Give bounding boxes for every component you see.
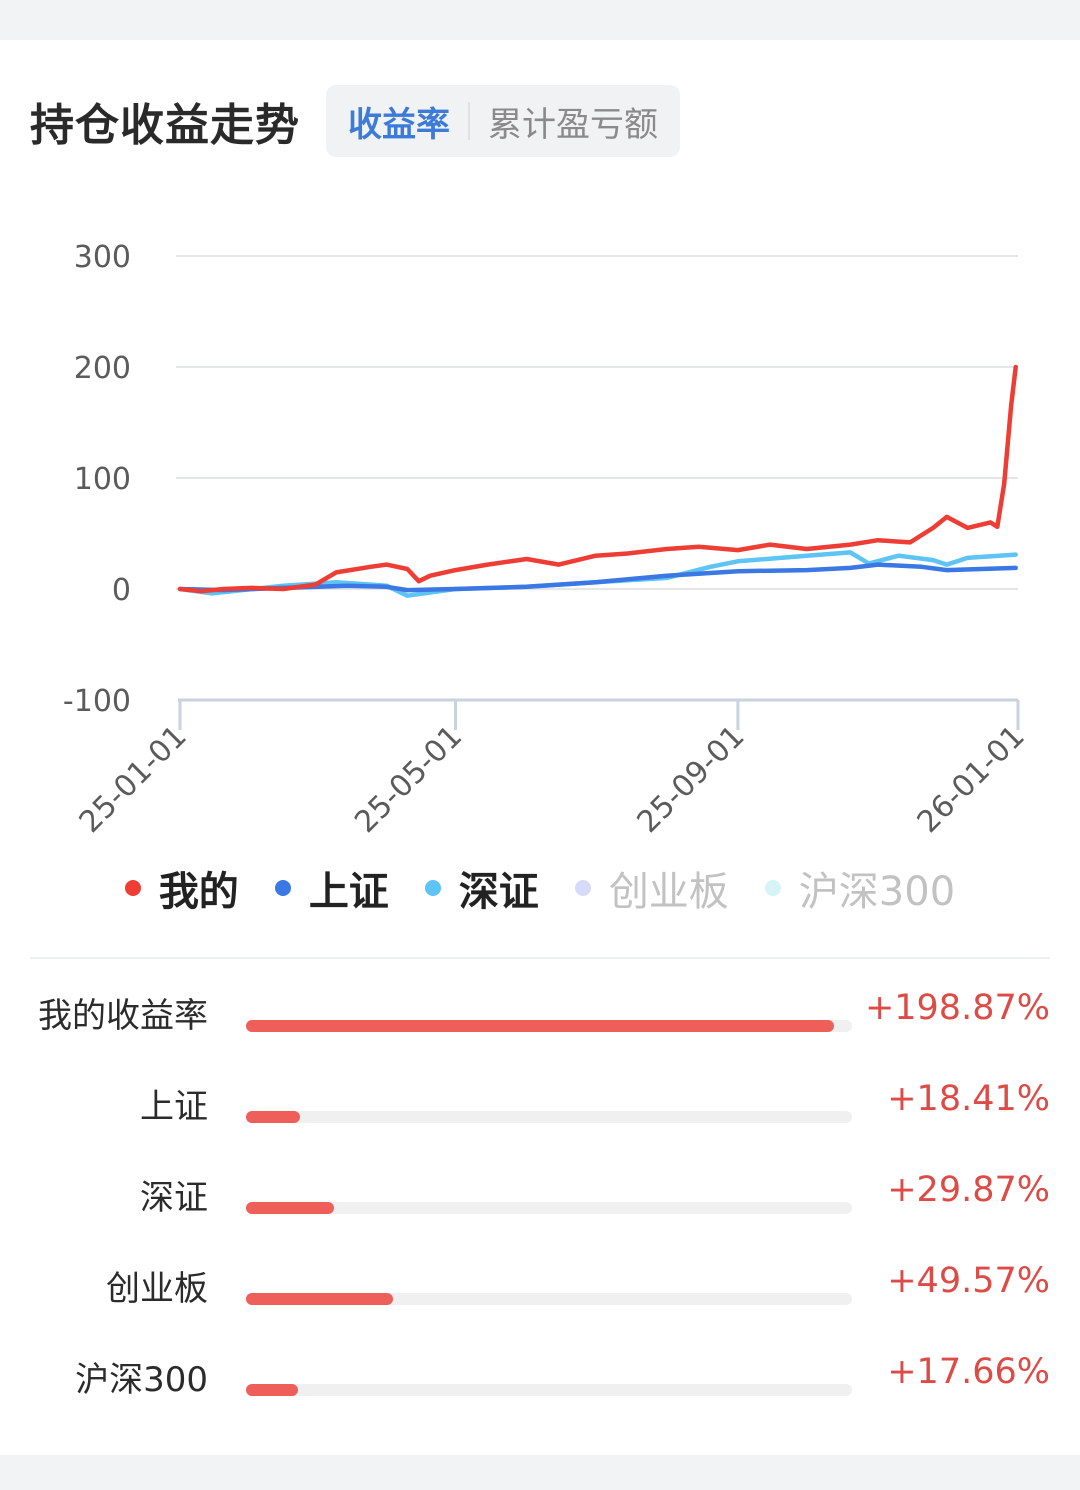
tab-cumulative-pnl[interactable]: 累计盈亏额 (488, 104, 658, 145)
comparison-row-shanghai: 上证 +18.41% (0, 1071, 1080, 1131)
comparison-label: 创业板 (106, 1269, 208, 1309)
legend-dot-chinext (574, 880, 591, 896)
comparison-bar-fill (246, 1293, 393, 1305)
y-tick-label: -100 (63, 684, 131, 719)
comparison-value: +198.87% (864, 988, 1050, 1028)
legend-item-mine[interactable]: 我的 (124, 859, 239, 917)
card-header: 持仓收益走势 收益率 累计盈亏额 (30, 85, 680, 157)
y-tick-label: 0 (112, 573, 131, 608)
comparison-label: 上证 (140, 1087, 208, 1127)
series-line-shanghai (177, 562, 1018, 593)
comparison-bar-fill (246, 1384, 299, 1396)
x-tick-label: 25-01-01 (73, 719, 194, 840)
x-tick-label: 25-05-01 (348, 719, 469, 840)
legend-dot-shanghai (274, 880, 291, 896)
legend-item-shanghai[interactable]: 上证 (274, 859, 389, 917)
comparison-bar-fill (246, 1111, 301, 1123)
series-line-mine (177, 364, 1018, 594)
x-tick-label: 25-09-01 (631, 719, 752, 840)
chart-legend: 我的 上证 深证 创业板 沪深300 (0, 858, 1080, 918)
comparison-bar-track (246, 1293, 852, 1305)
page-title: 持仓收益走势 (30, 100, 300, 151)
x-tick-label: 26-01-01 (911, 719, 1032, 840)
y-tick-label: 100 (74, 462, 131, 497)
legend-dot-shenzhen (424, 880, 441, 896)
comparison-bar-track (246, 1202, 852, 1214)
comparison-row-chinext: 创业板 +49.57% (0, 1253, 1080, 1313)
tab-return-rate[interactable]: 收益率 (348, 104, 450, 145)
comparison-row-shenzhen: 深证 +29.87% (0, 1162, 1080, 1222)
comparison-row-mine: 我的收益率 +198.87% (0, 980, 1080, 1040)
comparison-value: +49.57% (887, 1261, 1050, 1301)
comparison-value: +17.66% (887, 1352, 1050, 1392)
comparison-bar-fill (246, 1020, 834, 1032)
comparison-bar-track (246, 1384, 852, 1396)
legend-label-chinext: 创业板 (608, 869, 729, 915)
comparison-row-csi300: 沪深300 +17.66% (0, 1344, 1080, 1404)
comparison-value: +29.87% (887, 1170, 1050, 1210)
comparison-label: 深证 (140, 1178, 208, 1218)
y-tick-label: 200 (74, 351, 131, 386)
metric-tabs: 收益率 累计盈亏额 (326, 85, 680, 157)
legend-label-shenzhen: 深证 (458, 869, 539, 915)
legend-dot-csi300 (764, 880, 781, 896)
legend-label-shanghai: 上证 (308, 869, 389, 915)
legend-item-shenzhen[interactable]: 深证 (424, 859, 539, 917)
comparison-value: +18.41% (887, 1079, 1050, 1119)
legend-label-csi300: 沪深300 (798, 869, 956, 915)
section-divider (30, 957, 1050, 959)
comparison-label: 沪深300 (75, 1360, 208, 1400)
returns-card: 持仓收益走势 收益率 累计盈亏额 300 200 100 0 -100 25-01-01 2… (0, 40, 1080, 1455)
comparison-bar-fill (246, 1202, 335, 1214)
comparison-bar-track (246, 1020, 852, 1032)
comparison-bar-track (246, 1111, 852, 1123)
legend-item-csi300[interactable]: 沪深300 (764, 859, 956, 917)
comparison-label: 我的收益率 (38, 996, 208, 1036)
legend-dot-mine (124, 880, 141, 896)
y-tick-label: 300 (74, 240, 131, 275)
legend-label-mine: 我的 (158, 869, 239, 915)
legend-item-chinext[interactable]: 创业板 (574, 859, 729, 917)
tab-divider (468, 102, 470, 140)
